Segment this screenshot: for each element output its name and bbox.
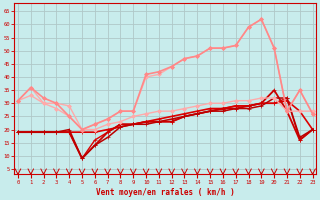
X-axis label: Vent moyen/en rafales ( km/h ): Vent moyen/en rafales ( km/h ) bbox=[96, 188, 235, 197]
